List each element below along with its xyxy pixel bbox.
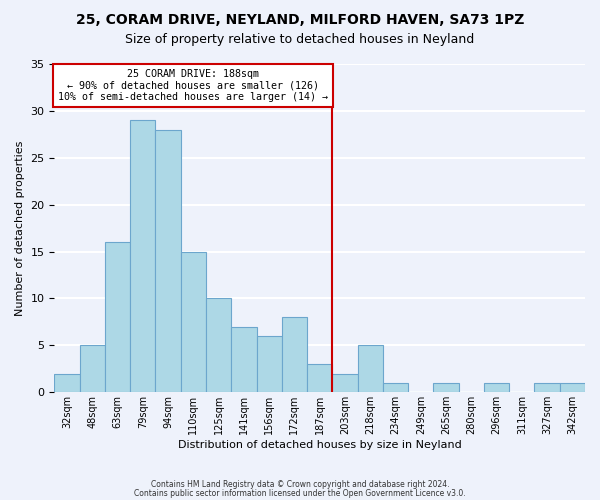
Bar — [484, 383, 509, 392]
Bar — [433, 383, 458, 392]
Text: 25, CORAM DRIVE, NEYLAND, MILFORD HAVEN, SA73 1PZ: 25, CORAM DRIVE, NEYLAND, MILFORD HAVEN,… — [76, 12, 524, 26]
Bar — [206, 298, 231, 392]
X-axis label: Distribution of detached houses by size in Neyland: Distribution of detached houses by size … — [178, 440, 461, 450]
Bar — [332, 374, 358, 392]
Bar — [55, 374, 80, 392]
Bar — [181, 252, 206, 392]
Bar — [383, 383, 408, 392]
Bar — [257, 336, 282, 392]
Y-axis label: Number of detached properties: Number of detached properties — [15, 140, 25, 316]
Bar — [231, 326, 257, 392]
Text: Size of property relative to detached houses in Neyland: Size of property relative to detached ho… — [125, 32, 475, 46]
Bar — [105, 242, 130, 392]
Bar — [535, 383, 560, 392]
Bar — [155, 130, 181, 392]
Bar — [307, 364, 332, 392]
Text: Contains HM Land Registry data © Crown copyright and database right 2024.: Contains HM Land Registry data © Crown c… — [151, 480, 449, 489]
Text: 25 CORAM DRIVE: 188sqm
← 90% of detached houses are smaller (126)
10% of semi-de: 25 CORAM DRIVE: 188sqm ← 90% of detached… — [58, 68, 328, 102]
Bar — [80, 346, 105, 393]
Bar — [358, 346, 383, 393]
Bar — [282, 318, 307, 392]
Bar — [130, 120, 155, 392]
Text: Contains public sector information licensed under the Open Government Licence v3: Contains public sector information licen… — [134, 488, 466, 498]
Bar — [560, 383, 585, 392]
